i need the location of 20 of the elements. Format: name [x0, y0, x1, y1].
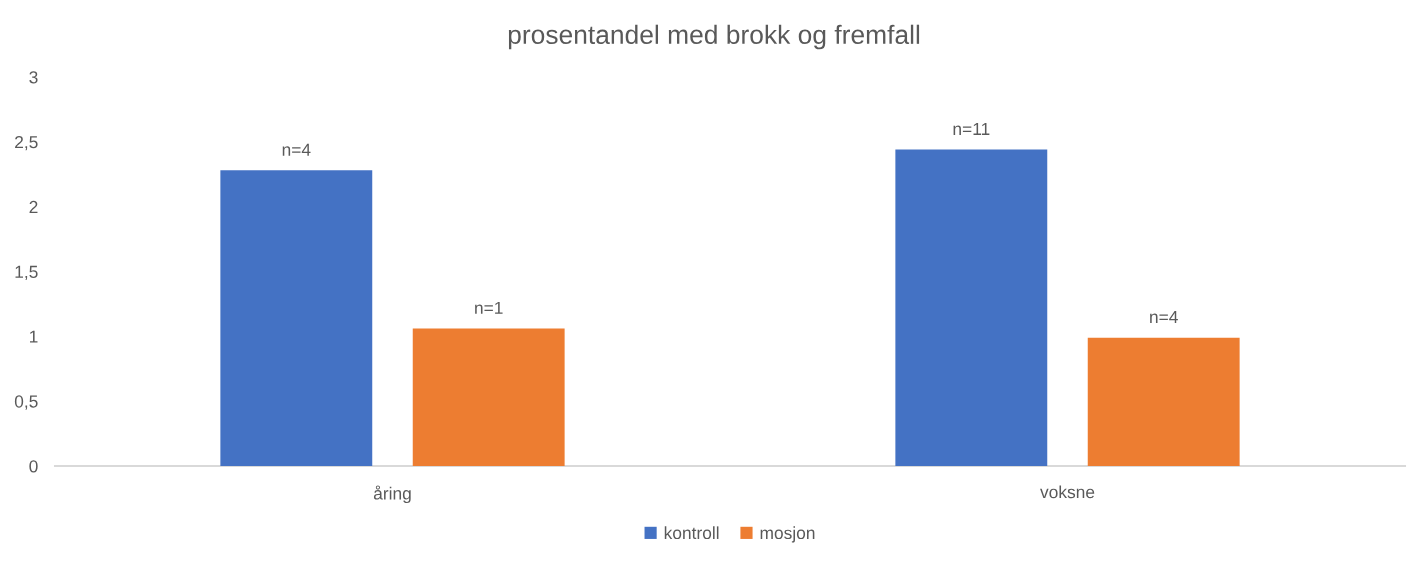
y-tick-label: 0,5	[14, 395, 38, 410]
y-tick-label: 2	[29, 200, 38, 213]
y-tick-label: 2,5	[15, 136, 38, 151]
y-tick-label: 1	[30, 330, 38, 343]
x-tick-label: voksne	[1040, 485, 1095, 499]
annotation: n=11	[953, 122, 990, 135]
legend-label: kontroll	[664, 526, 719, 540]
bar	[412, 328, 565, 466]
y-tick-label: 3	[29, 71, 38, 84]
legend-label: mosjon	[760, 526, 815, 543]
bar	[895, 149, 1048, 466]
y-tick-label: 1,5	[15, 265, 38, 281]
annotation: n=4	[282, 143, 311, 156]
y-tick-label: 0	[29, 460, 38, 473]
chart-title: prosentandel med brokk og fremfall	[508, 24, 920, 50]
annotation: n=1	[475, 301, 503, 314]
bar	[1087, 337, 1240, 466]
x-tick-label: åring	[373, 485, 411, 504]
bar	[220, 170, 373, 466]
annotation: n=4	[1150, 310, 1178, 323]
